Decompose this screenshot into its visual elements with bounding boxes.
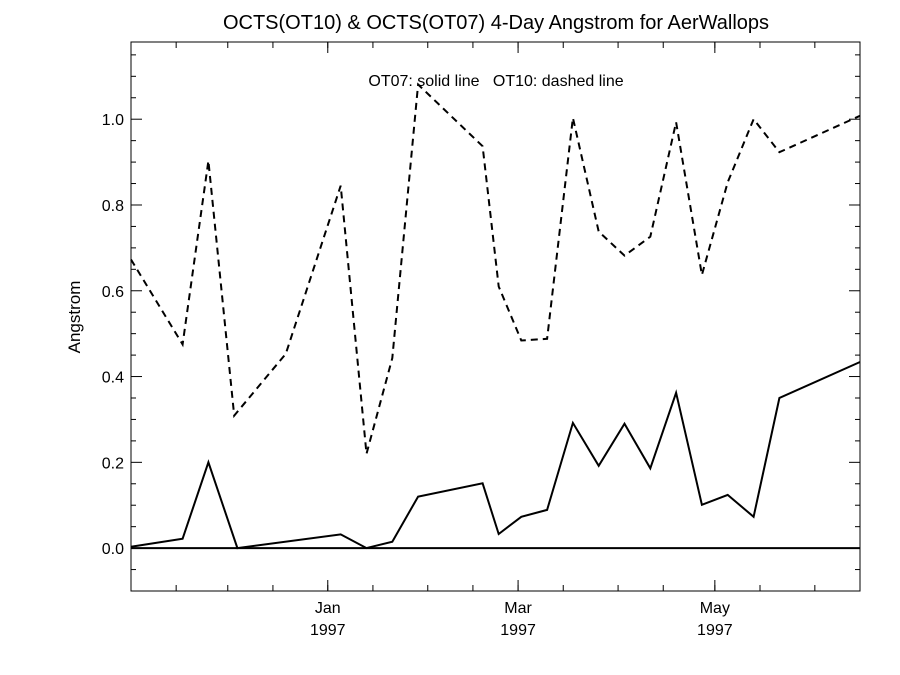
plot-frame <box>130 41 861 592</box>
series-line-ot07 <box>130 361 861 550</box>
x-tick-label-year: 1997 <box>697 622 733 639</box>
y-tick-label: 0.4 <box>102 370 124 387</box>
x-tick-label-year: 1997 <box>310 622 346 639</box>
y-tick-label: 0.2 <box>102 455 124 472</box>
x-tick-label-month: Jan <box>315 600 341 617</box>
y-axis-label: Angstrom <box>65 281 84 354</box>
series-line-ot10 <box>130 82 861 455</box>
line-style-annotation: OT07: solid line OT10: dashed line <box>368 73 623 90</box>
x-tick-label-month: Mar <box>504 600 532 617</box>
x-tick-label-year: 1997 <box>500 622 536 639</box>
plot-area: 0.0 0.2 0.4 0.6 0.8 1.0 Jan 1997 Mar 1997 May 1997 <box>102 41 861 639</box>
y-tick-label: 1.0 <box>102 112 124 129</box>
y-tick-label: 0.8 <box>102 198 124 215</box>
y-tick-label: 0.6 <box>102 284 124 301</box>
x-tick-label-month: May <box>700 600 730 617</box>
chart-title: OCTS(OT10) & OCTS(OT07) 4-Day Angstrom f… <box>223 12 769 34</box>
y-tick-label: 0.0 <box>102 541 124 558</box>
